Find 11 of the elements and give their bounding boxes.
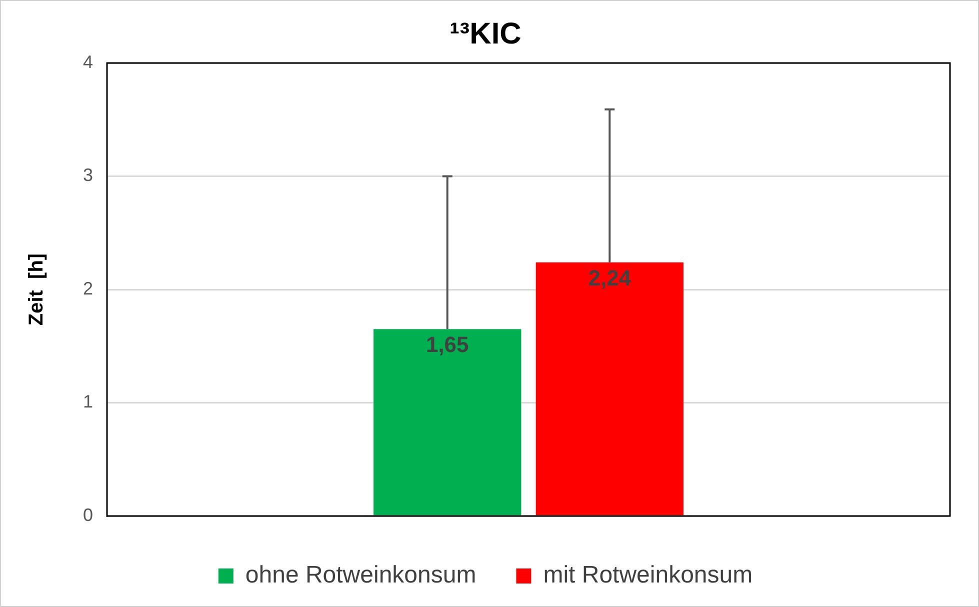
- chart-title: ¹³KIC: [450, 17, 522, 50]
- y-tick-label: 0: [82, 504, 94, 525]
- y-tick-label: 1: [82, 392, 94, 412]
- y-axis-title: Zeit [h]: [26, 253, 48, 326]
- y-tick-label: 3: [82, 165, 94, 186]
- y-tick-label: 2: [82, 278, 94, 298]
- y-tick-label: 4: [82, 52, 94, 72]
- data-label: 2,24: [588, 265, 632, 290]
- legend-label: ohne Rotweinkonsum: [245, 562, 476, 589]
- data-label: 1,65: [426, 332, 469, 358]
- legend-label: mit Rotweinkonsum: [543, 562, 753, 589]
